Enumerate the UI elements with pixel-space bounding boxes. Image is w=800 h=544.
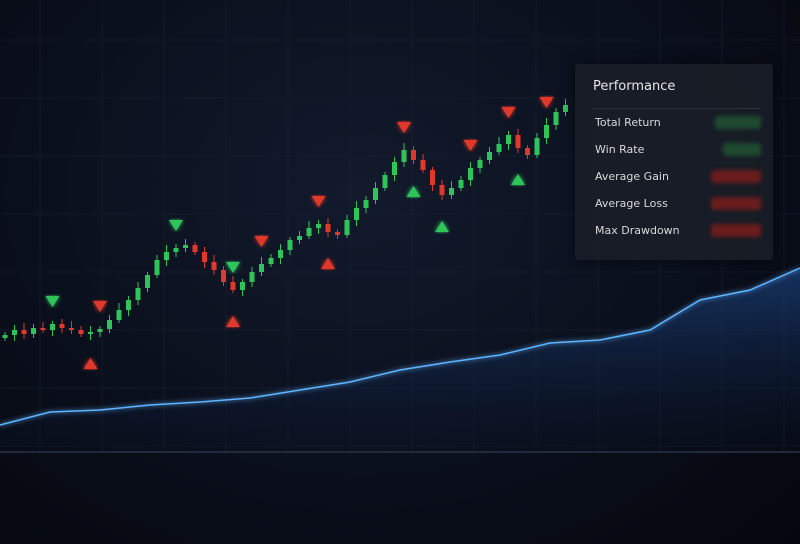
candle-up <box>164 252 169 260</box>
buy-marker-triangle-up-icon <box>511 174 525 185</box>
candle-down <box>78 330 84 334</box>
candle-down <box>420 160 426 170</box>
candle-down <box>325 224 331 232</box>
candle-up <box>496 144 502 152</box>
candle-up <box>563 105 568 112</box>
buy-marker-triangle-up-icon <box>435 221 449 232</box>
candle-up <box>287 240 293 250</box>
candle-up <box>553 112 559 125</box>
candle-up <box>50 324 55 330</box>
equity-line <box>0 267 800 426</box>
candle-up <box>458 180 464 188</box>
candle-up <box>449 188 454 195</box>
candle-up <box>12 330 17 335</box>
candle-up <box>306 228 312 236</box>
candle-up <box>544 125 549 138</box>
candle-down <box>515 135 521 148</box>
candle-up <box>249 272 255 282</box>
candle-up <box>97 329 103 332</box>
candle-up <box>401 150 407 162</box>
sell-marker-triangle-down-icon <box>539 97 554 108</box>
candle-up <box>126 300 131 310</box>
sell-marker-triangle-up-icon <box>83 358 98 369</box>
candle-down <box>230 282 236 290</box>
candle-up <box>506 135 511 144</box>
metric-label: Average Loss <box>595 197 668 210</box>
trade-markers <box>45 97 554 369</box>
metric-value-bar <box>723 143 761 156</box>
candle-down <box>430 170 435 185</box>
candle-up <box>534 138 540 155</box>
candle-up <box>363 200 369 208</box>
sell-marker-triangle-down-icon <box>501 107 516 118</box>
divider <box>593 108 761 109</box>
metric-label: Total Return <box>595 116 661 129</box>
candle-up <box>107 320 112 329</box>
sell-marker-triangle-down-icon <box>463 140 478 151</box>
candle-up <box>316 224 321 228</box>
candle-up <box>392 162 397 175</box>
candle-up <box>183 245 188 248</box>
metric-label: Max Drawdown <box>595 224 680 237</box>
sell-marker-triangle-down-icon <box>311 196 326 207</box>
candle-up <box>116 310 122 320</box>
buy-marker-triangle-down-icon <box>45 296 60 307</box>
candle-down <box>525 148 530 155</box>
candle-up <box>344 220 350 235</box>
sell-marker-triangle-up-icon <box>226 316 240 327</box>
metric-row: Win Rate <box>595 141 761 159</box>
panel-title: Performance <box>593 79 676 94</box>
metric-value-bar <box>711 224 761 237</box>
metric-label: Average Gain <box>595 170 669 183</box>
candle-up <box>477 160 483 168</box>
metric-row: Max Drawdown <box>595 222 761 240</box>
candle-up <box>31 328 36 334</box>
candle-up <box>373 188 378 200</box>
metric-value-bar <box>711 197 761 210</box>
candle-up <box>268 258 274 264</box>
equity-curve <box>0 267 800 452</box>
metric-row: Total Return <box>595 114 761 132</box>
metric-label: Win Rate <box>595 143 645 156</box>
candle-up <box>259 264 264 272</box>
buy-marker-triangle-up-icon <box>406 186 421 197</box>
candle-up <box>173 248 179 252</box>
metric-row: Average Gain <box>595 168 761 186</box>
candle-down <box>40 328 46 330</box>
candles <box>2 99 568 341</box>
candle-down <box>202 252 207 262</box>
metric-row: Average Loss <box>595 195 761 213</box>
candle-down <box>192 245 198 252</box>
sell-marker-triangle-down-icon <box>254 236 269 247</box>
candle-up <box>145 275 150 288</box>
metric-value-bar <box>711 170 761 183</box>
candle-down <box>69 328 74 330</box>
candle-down <box>211 262 217 270</box>
candle-up <box>154 260 160 275</box>
candle-down <box>335 232 340 235</box>
candle-down <box>21 330 27 334</box>
performance-panel: Performance Total Return Win Rate Average … <box>575 64 773 260</box>
metric-value-bar <box>715 116 761 129</box>
candle-up <box>297 236 302 240</box>
candle-up <box>354 208 359 220</box>
candle-up <box>468 168 473 180</box>
candle-up <box>382 175 388 188</box>
equity-area <box>0 268 800 452</box>
candle-up <box>2 335 8 338</box>
sell-marker-triangle-down-icon <box>397 122 411 133</box>
buy-marker-triangle-down-icon <box>226 262 240 273</box>
candle-up <box>135 288 141 300</box>
candle-down <box>221 270 226 282</box>
candle-down <box>439 185 445 195</box>
sell-marker-triangle-up-icon <box>321 258 335 269</box>
candle-down <box>59 324 65 328</box>
candle-up <box>88 332 93 334</box>
candle-up <box>487 152 492 160</box>
buy-marker-triangle-down-icon <box>169 220 183 231</box>
candle-down <box>411 150 416 160</box>
sell-marker-triangle-down-icon <box>93 301 107 312</box>
candle-up <box>240 282 245 290</box>
candle-up <box>278 250 283 258</box>
